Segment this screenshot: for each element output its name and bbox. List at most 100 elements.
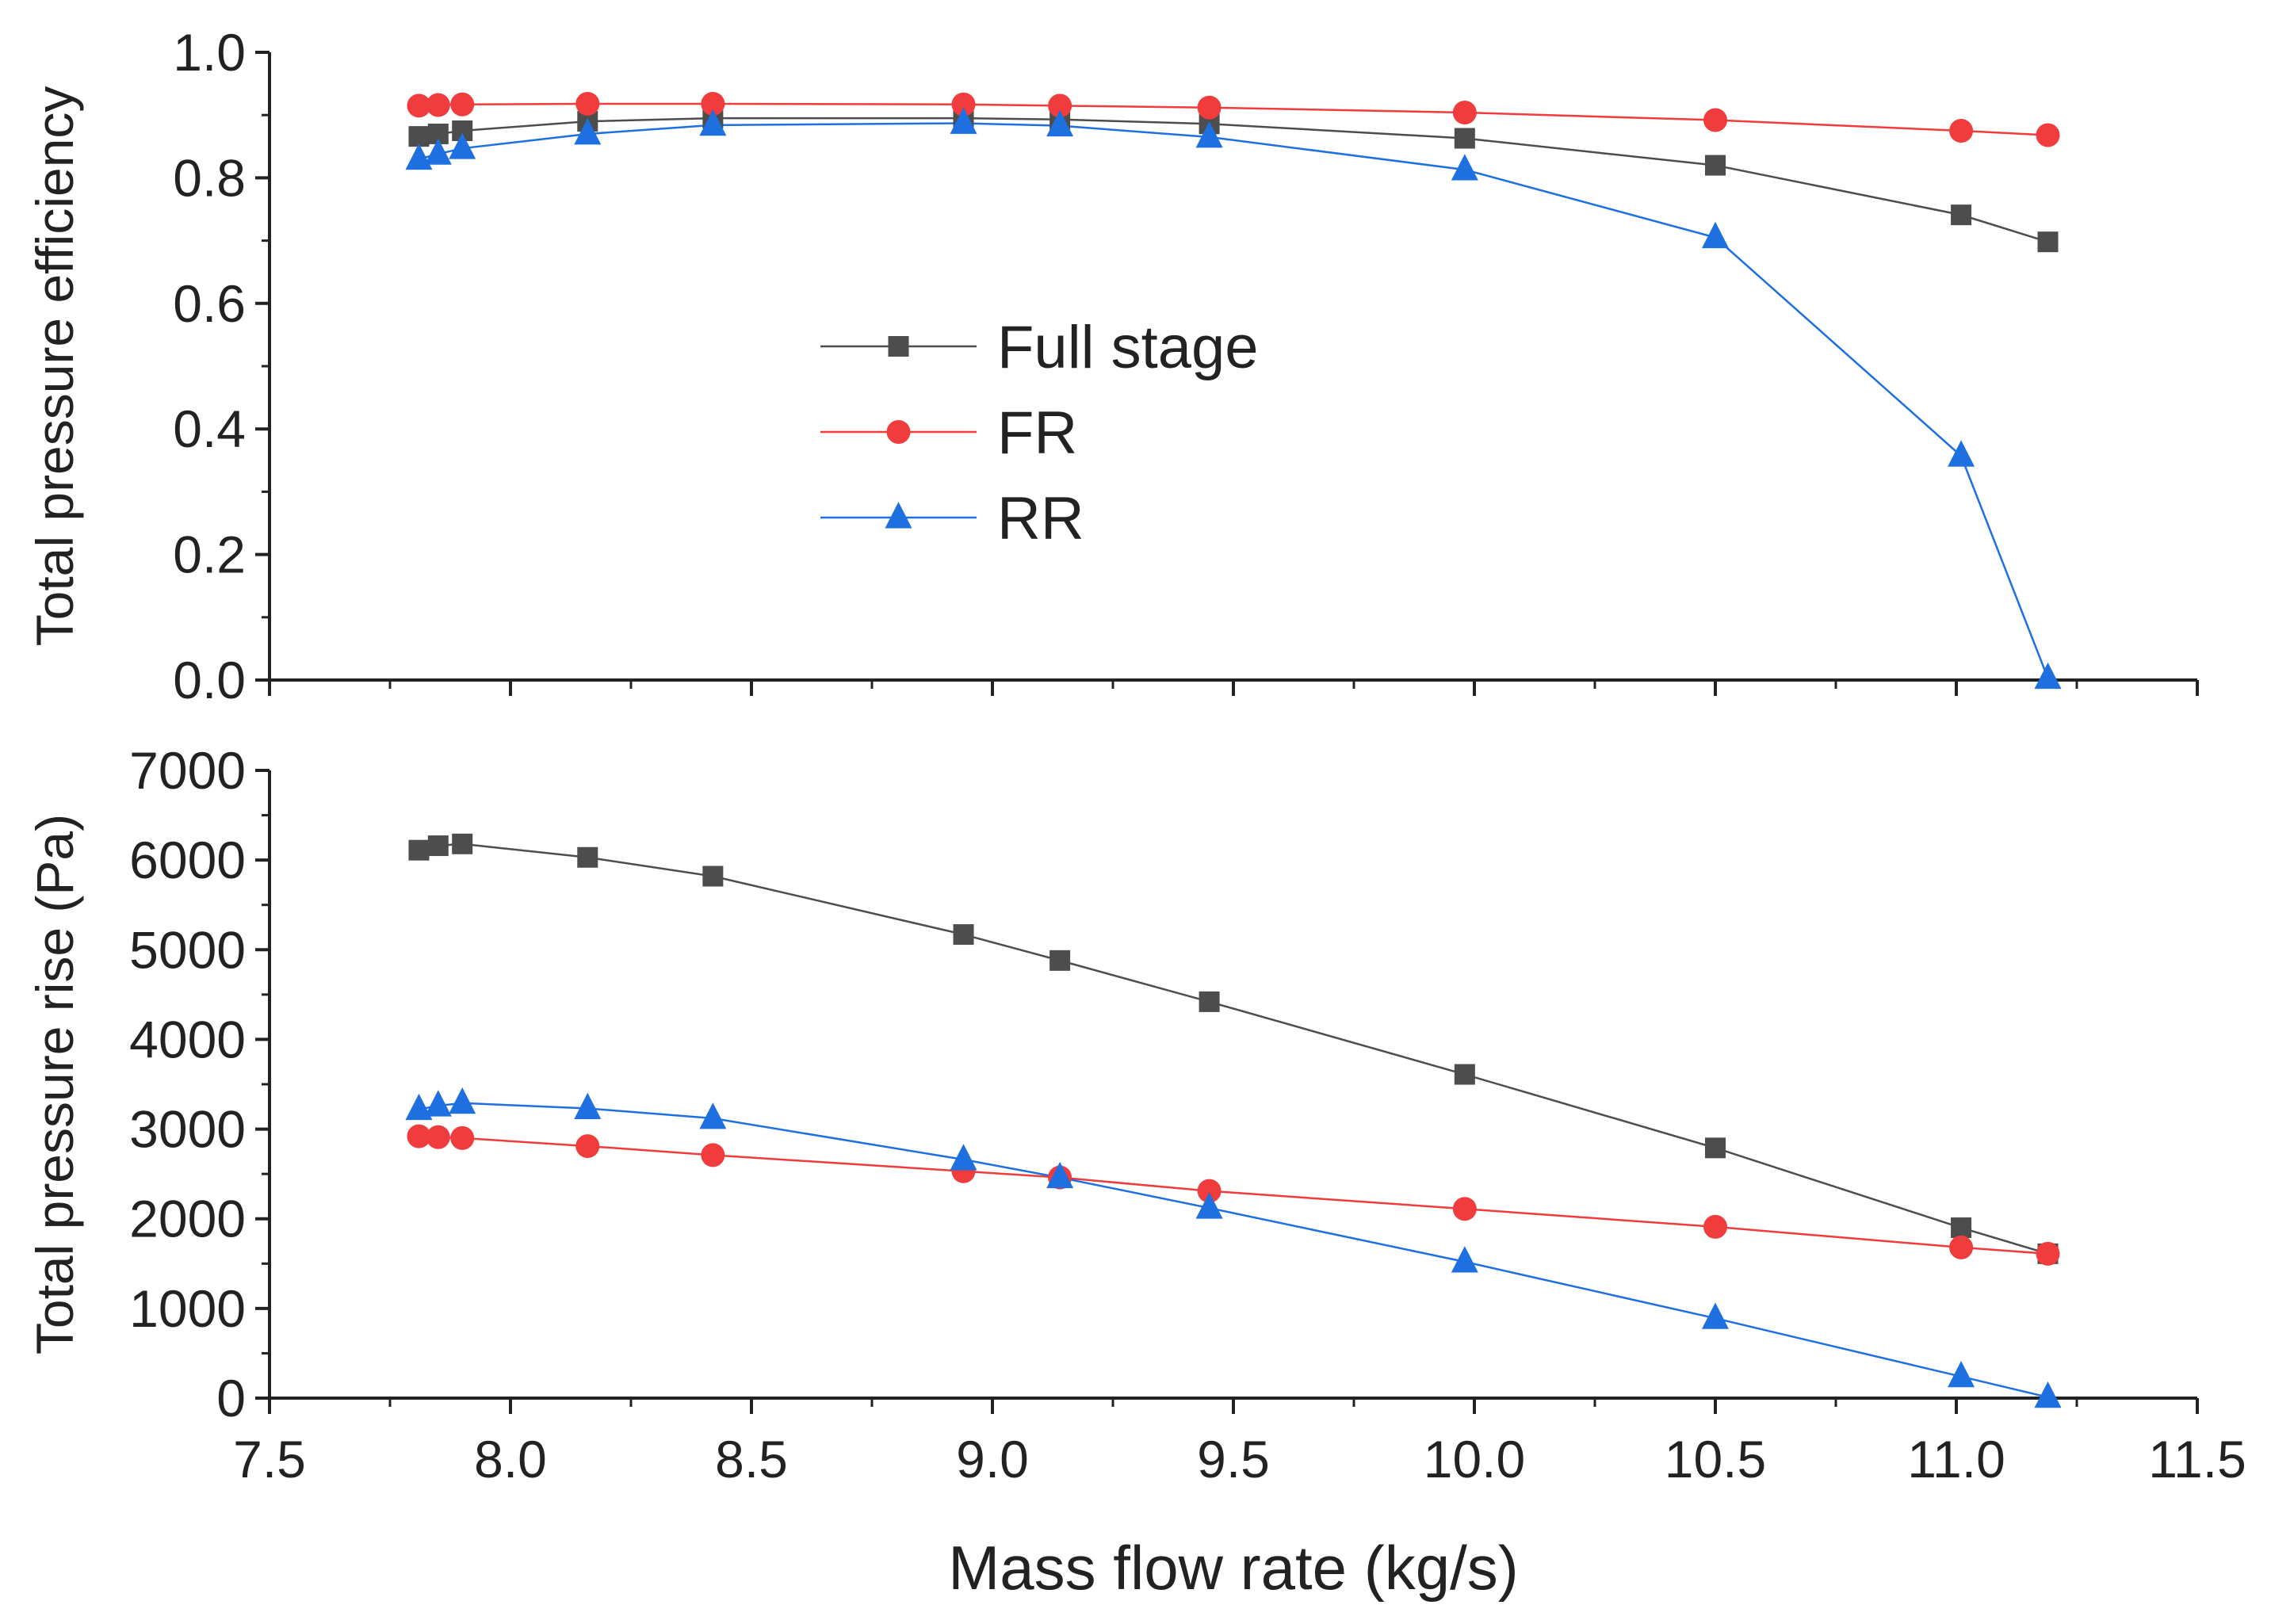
x-tick-label: 8.0 bbox=[474, 1430, 547, 1488]
y-tick-label-pressure-rise: 0 bbox=[216, 1369, 246, 1427]
data-point-fr-efficiency bbox=[1949, 119, 1974, 143]
data-point-fr-pressure-rise bbox=[1703, 1214, 1727, 1239]
data-point-full-stage-pressure-rise bbox=[408, 839, 430, 861]
legend-marker-fr bbox=[886, 420, 911, 444]
data-point-full-stage-efficiency bbox=[1951, 204, 1972, 226]
data-point-rr-efficiency bbox=[424, 138, 452, 165]
y-tick-label-pressure-rise: 4000 bbox=[129, 1010, 246, 1068]
series-line-rr-efficiency bbox=[419, 122, 2049, 679]
data-point-rr-efficiency bbox=[699, 109, 727, 136]
data-point-fr-efficiency bbox=[1452, 101, 1477, 125]
legend-marker-rr bbox=[885, 502, 912, 529]
data-point-full-stage-pressure-rise bbox=[953, 924, 974, 946]
x-tick-label: 11.0 bbox=[1907, 1430, 2005, 1488]
y-tick-label-efficiency: 0.4 bbox=[173, 399, 246, 458]
series-line-full-stage-efficiency bbox=[419, 117, 2048, 243]
data-point-fr-pressure-rise bbox=[575, 1134, 600, 1159]
y-tick-label-efficiency: 0.8 bbox=[173, 148, 246, 207]
y-tick-label-efficiency: 0.6 bbox=[173, 274, 246, 333]
data-point-full-stage-pressure-rise bbox=[577, 846, 598, 868]
data-point-rr-efficiency bbox=[1195, 121, 1223, 148]
data-point-rr-efficiency bbox=[950, 107, 977, 134]
data-point-rr-pressure-rise bbox=[699, 1102, 727, 1129]
data-point-full-stage-efficiency bbox=[2037, 231, 2059, 253]
data-point-full-stage-pressure-rise bbox=[1199, 991, 1220, 1012]
y-axis-title-efficiency: Total pressure efficiency bbox=[25, 86, 84, 647]
data-point-fr-pressure-rise bbox=[450, 1125, 475, 1150]
data-point-fr-efficiency bbox=[701, 91, 725, 116]
y-axis-title-pressure-rise: Total pressure rise (Pa) bbox=[25, 814, 84, 1355]
series-line-fr-pressure-rise bbox=[419, 1135, 2048, 1255]
axes-layer: 0.0 0.2 0.4 0.6 0.8 1.0 Total pressure efficie… bbox=[25, 23, 2246, 1603]
legend-label-fr: FR bbox=[997, 399, 1077, 467]
data-point-fr-pressure-rise bbox=[1949, 1235, 1974, 1259]
data-point-fr-pressure-rise bbox=[2036, 1241, 2060, 1266]
data-point-fr-pressure-rise bbox=[701, 1143, 725, 1167]
data-point-fr-efficiency bbox=[407, 94, 431, 118]
data-point-rr-pressure-rise bbox=[424, 1090, 452, 1117]
data-point-rr-pressure-rise bbox=[449, 1087, 476, 1114]
data-point-full-stage-pressure-rise bbox=[1454, 1064, 1475, 1085]
data-point-rr-efficiency bbox=[1046, 109, 1074, 137]
y-tick-label-pressure-rise: 2000 bbox=[129, 1190, 246, 1248]
data-point-full-stage-efficiency bbox=[1454, 128, 1475, 149]
data-point-rr-pressure-rise bbox=[405, 1093, 433, 1121]
y-tick-label-pressure-rise: 3000 bbox=[129, 1100, 246, 1159]
data-point-full-stage-pressure-rise bbox=[702, 865, 724, 887]
data-point-rr-pressure-rise bbox=[1195, 1192, 1223, 1219]
data-point-fr-efficiency bbox=[2036, 123, 2060, 147]
y-tick-label-pressure-rise: 5000 bbox=[129, 920, 246, 979]
data-point-full-stage-pressure-rise bbox=[1951, 1217, 1972, 1239]
data-point-rr-efficiency bbox=[574, 118, 602, 145]
data-point-full-stage-pressure-rise bbox=[452, 833, 473, 854]
x-axis-title: Mass flow rate (kg/s) bbox=[948, 1533, 1518, 1603]
data-point-fr-efficiency bbox=[1703, 108, 1727, 132]
data-point-fr-efficiency bbox=[426, 93, 450, 117]
data-point-full-stage-pressure-rise bbox=[1049, 950, 1071, 971]
data-point-rr-efficiency bbox=[449, 132, 476, 159]
legend-marker-full-stage bbox=[888, 336, 909, 357]
x-tick-label: 11.5 bbox=[2148, 1430, 2246, 1488]
y-tick-label-efficiency: 0.0 bbox=[173, 651, 246, 709]
series-line-rr-pressure-rise bbox=[419, 1102, 2048, 1399]
data-point-rr-efficiency bbox=[1702, 221, 1729, 249]
x-tick-label: 7.5 bbox=[233, 1430, 306, 1488]
data-point-fr-efficiency bbox=[575, 91, 600, 116]
data-point-fr-pressure-rise bbox=[1452, 1197, 1477, 1221]
data-point-rr-pressure-rise bbox=[574, 1092, 602, 1119]
data-point-fr-efficiency bbox=[1197, 95, 1222, 120]
data-point-rr-pressure-rise bbox=[1046, 1161, 1074, 1189]
y-tick-label-pressure-rise: 6000 bbox=[129, 831, 246, 889]
data-point-fr-pressure-rise bbox=[426, 1125, 450, 1149]
data-point-fr-pressure-rise bbox=[407, 1124, 431, 1148]
data-point-rr-pressure-rise bbox=[1702, 1302, 1729, 1329]
data-point-fr-efficiency bbox=[450, 92, 475, 117]
data-point-full-stage-pressure-rise bbox=[427, 835, 449, 857]
x-tick-label: 9.5 bbox=[1197, 1430, 1270, 1488]
data-point-rr-efficiency bbox=[2034, 662, 2062, 690]
series-lines-layer bbox=[419, 102, 2049, 1399]
legend-label-full-stage: Full stage bbox=[997, 314, 1259, 381]
y-tick-label-pressure-rise: 7000 bbox=[129, 741, 246, 800]
data-point-rr-pressure-rise bbox=[1948, 1361, 1975, 1388]
data-point-full-stage-pressure-rise bbox=[1705, 1137, 1726, 1159]
x-tick-label: 8.5 bbox=[715, 1430, 788, 1488]
data-point-full-stage-efficiency bbox=[1705, 155, 1726, 176]
series-markers-layer bbox=[405, 91, 2062, 1408]
data-point-rr-efficiency bbox=[1948, 440, 1975, 467]
x-tick-label: 9.0 bbox=[956, 1430, 1029, 1488]
legend-label-rr: RR bbox=[997, 485, 1084, 552]
data-point-rr-efficiency bbox=[1451, 154, 1478, 181]
y-tick-label-efficiency: 0.2 bbox=[173, 525, 246, 584]
data-point-rr-pressure-rise bbox=[950, 1144, 977, 1171]
data-point-fr-pressure-rise bbox=[1197, 1179, 1222, 1203]
legend: Full stage FR RR bbox=[820, 314, 1259, 552]
y-tick-label-efficiency: 1.0 bbox=[173, 23, 246, 82]
y-tick-label-pressure-rise: 1000 bbox=[129, 1279, 246, 1338]
data-point-full-stage-efficiency bbox=[408, 126, 430, 147]
data-point-rr-pressure-rise bbox=[1451, 1246, 1478, 1273]
data-point-fr-efficiency bbox=[1048, 94, 1072, 118]
data-point-fr-efficiency bbox=[951, 92, 976, 117]
